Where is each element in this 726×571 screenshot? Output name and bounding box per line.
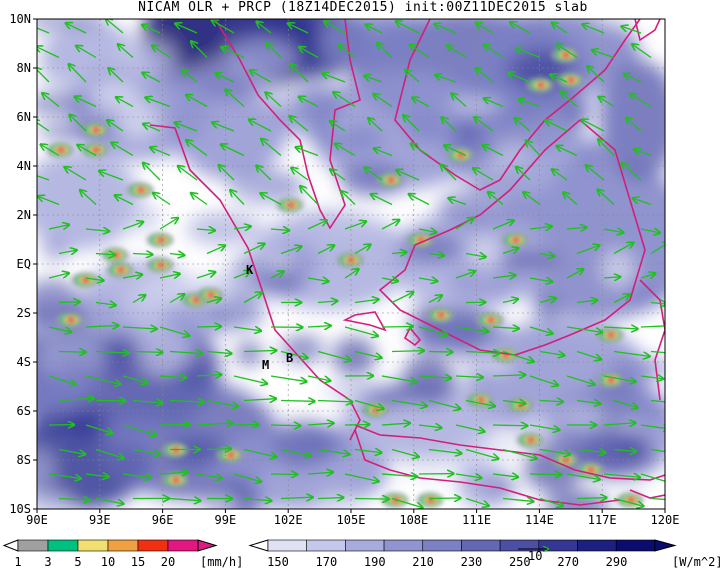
olr-tick-label: 190 — [364, 555, 386, 569]
olr-tick-label: 150 — [267, 555, 289, 569]
lat-tick-label: 2S — [17, 306, 31, 320]
precip-tick-label: 15 — [131, 555, 145, 569]
lat-tick-label: 10N — [9, 12, 31, 26]
lon-tick-label: 114E — [525, 513, 554, 527]
lat-tick-label: 10S — [9, 502, 31, 516]
lat-tick-label: 6N — [17, 110, 31, 124]
lon-tick-label: 96E — [152, 513, 174, 527]
latitude-axis: 10N 8N 6N 4N 2N EQ 2S 4S 6S 8S 10S — [9, 12, 37, 516]
map-title: NICAM OLR + PRCP (18Z14DEC2015) init:00Z… — [138, 0, 588, 15]
olr-tick-label: 250 — [509, 555, 531, 569]
lon-tick-label: 105E — [337, 513, 366, 527]
olr-colorbar: 150 170 190 210 230 250 270 290 — [248, 539, 677, 569]
site-marker-b: B — [286, 351, 293, 365]
lat-tick-label: 2N — [17, 208, 31, 222]
vector-reference: 10 — [518, 549, 548, 563]
site-marker-m: M — [262, 358, 269, 372]
wind-vectors — [37, 19, 665, 508]
lon-tick-label: 99E — [215, 513, 237, 527]
lat-tick-label: EQ — [17, 257, 31, 271]
lat-tick-label: 8N — [17, 61, 31, 75]
olr-tick-label: 230 — [461, 555, 483, 569]
lon-tick-label: 108E — [399, 513, 428, 527]
vector-reference-label: 10 — [528, 549, 542, 563]
lat-tick-label: 4N — [17, 159, 31, 173]
plot-area — [37, 19, 665, 509]
olr-tick-label: 170 — [316, 555, 338, 569]
precip-tick-label: 10 — [101, 555, 115, 569]
lon-tick-label: 93E — [89, 513, 111, 527]
longitude-axis: 90E 93E 96E 99E 102E 105E 108E 111E 114E 117E 120E — [26, 509, 679, 527]
precip-tick-label: 3 — [44, 555, 51, 569]
lat-tick-label: 6S — [17, 404, 31, 418]
precip-unit-label: [mm/h] — [200, 555, 243, 569]
lon-tick-label: 102E — [274, 513, 303, 527]
lon-tick-label: 117E — [588, 513, 617, 527]
precip-tick-label: 1 — [14, 555, 21, 569]
olr-tick-label: 210 — [412, 555, 434, 569]
lat-tick-label: 8S — [17, 453, 31, 467]
lon-tick-label: 90E — [26, 513, 48, 527]
coastlines — [149, 19, 665, 506]
olr-tick-label: 270 — [557, 555, 579, 569]
olr-unit-label: [W/m^2] — [672, 555, 723, 569]
precip-tick-label: 5 — [74, 555, 81, 569]
precip-tick-label: 20 — [161, 555, 175, 569]
site-marker-k: K — [246, 263, 254, 277]
lon-tick-label: 111E — [462, 513, 491, 527]
precipitation-colorbar: 1 3 5 10 15 20 — [2, 539, 218, 569]
lon-tick-label: 120E — [651, 513, 680, 527]
lat-tick-label: 4S — [17, 355, 31, 369]
olr-tick-label: 290 — [606, 555, 628, 569]
